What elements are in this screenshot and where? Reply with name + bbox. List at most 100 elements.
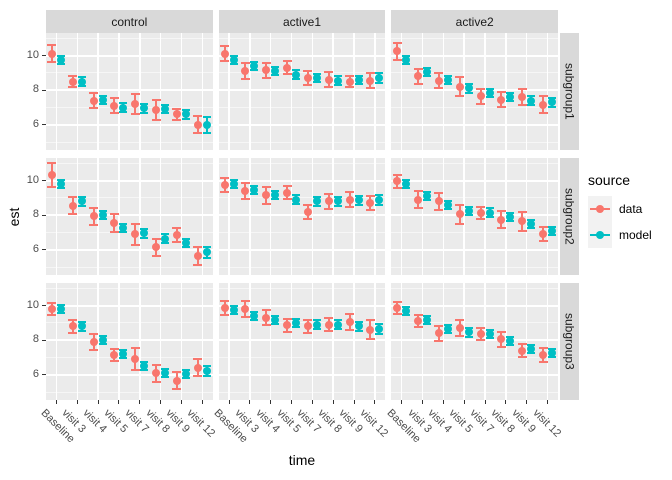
gridline-minor xyxy=(391,107,558,109)
gridline-minor xyxy=(46,232,213,234)
errorbar-cap-bottom-model xyxy=(354,203,363,206)
errorbar-cap-top-model xyxy=(443,323,452,326)
point-data xyxy=(89,96,98,105)
gridline-minor xyxy=(218,141,386,143)
gridline-minor xyxy=(391,287,558,289)
errorbar-cap-bottom-data xyxy=(434,208,444,211)
point-model xyxy=(506,212,515,221)
point-model xyxy=(77,197,86,206)
errorbar-cap-bottom-data xyxy=(68,86,78,89)
errorbar-cap-bottom-data xyxy=(130,243,140,246)
gridline-x xyxy=(76,33,78,150)
gridline-x xyxy=(442,158,445,275)
errorbar-cap-bottom-model xyxy=(423,75,432,78)
errorbar-cap-top-data xyxy=(47,162,57,165)
errorbar-cap-bottom-data xyxy=(151,254,161,257)
legend: source data model xyxy=(588,172,672,248)
point-data xyxy=(47,305,56,313)
errorbar-cap-bottom-data xyxy=(172,118,182,121)
errorbar-cap-bottom-data xyxy=(413,207,423,210)
errorbar-cap-bottom-model xyxy=(98,102,107,105)
errorbar-cap-bottom-model xyxy=(292,202,301,205)
y-axis-title: est xyxy=(6,207,22,227)
y-tick xyxy=(42,339,46,341)
gridline-x xyxy=(374,158,376,275)
errorbar-cap-top-model xyxy=(333,196,342,199)
point-model xyxy=(271,67,280,76)
point-model xyxy=(98,211,107,220)
point-data xyxy=(366,199,375,208)
gridline-x xyxy=(332,283,334,400)
errorbar-cap-bottom-model xyxy=(229,63,238,66)
pointrange-key-model-icon xyxy=(588,222,612,248)
gridline-x xyxy=(139,33,141,150)
gridline-minor xyxy=(391,391,558,393)
panel-control-subgroup3 xyxy=(46,283,213,400)
errorbar-cap-bottom-data xyxy=(261,324,271,327)
point-data xyxy=(324,75,333,84)
gridline-minor xyxy=(218,72,386,74)
gridline-major xyxy=(46,214,213,217)
errorbar-cap-top-model xyxy=(312,72,321,75)
errorbar-cap-bottom-model xyxy=(161,112,170,115)
gridline-x xyxy=(353,283,355,400)
errorbar-cap-top-data xyxy=(496,91,506,94)
errorbar-cap-top-data xyxy=(47,44,57,47)
errorbar-cap-bottom-model xyxy=(548,234,557,236)
errorbar-cap-bottom-model xyxy=(181,246,190,249)
errorbar-cap-top-data xyxy=(109,97,119,100)
errorbar-cap-bottom-model xyxy=(140,111,149,114)
gridline-minor xyxy=(46,391,213,393)
point-data xyxy=(193,363,202,372)
gridline-x xyxy=(374,283,376,400)
point-model xyxy=(375,324,384,333)
gridline-x xyxy=(249,33,251,150)
gridline-x xyxy=(269,33,272,150)
gridline-x xyxy=(159,283,162,400)
errorbar-cap-bottom-data xyxy=(496,106,506,109)
errorbar-cap-bottom-data xyxy=(47,61,57,64)
errorbar-cap-top-model xyxy=(181,368,190,371)
errorbar-cap-bottom-data xyxy=(220,60,230,63)
errorbar-cap-bottom-data xyxy=(261,202,271,205)
gridline-major xyxy=(391,248,558,251)
point-data xyxy=(262,313,271,322)
errorbar-cap-top-model xyxy=(250,60,259,63)
gridline-minor xyxy=(391,72,558,74)
errorbar-cap-bottom-model xyxy=(119,110,128,113)
errorbar-cap-bottom-data xyxy=(455,334,465,337)
gridline-major xyxy=(391,123,558,126)
gridline-x xyxy=(332,158,334,275)
errorbar-cap-top-data xyxy=(89,206,99,209)
errorbar-cap-top-model xyxy=(485,207,494,210)
errorbar-cap-bottom-model xyxy=(333,327,342,330)
point-model xyxy=(506,337,515,346)
point-data xyxy=(455,82,464,91)
errorbar-cap-bottom-model xyxy=(354,83,363,85)
errorbar-cap-bottom-data xyxy=(240,315,250,318)
point-data xyxy=(220,49,229,58)
errorbar-cap-top-model xyxy=(229,304,238,307)
errorbar-cap-top-data xyxy=(455,76,465,79)
y-tick-label: 10 xyxy=(26,48,39,61)
y-tick xyxy=(42,214,46,216)
errorbar-cap-bottom-model xyxy=(506,344,515,347)
point-data xyxy=(172,110,181,119)
errorbar-cap-top-data xyxy=(130,223,140,225)
errorbar-cap-bottom-data xyxy=(392,313,402,316)
point-model xyxy=(292,318,301,327)
errorbar-cap-top-data xyxy=(240,62,250,65)
errorbar-cap-top-data xyxy=(240,300,250,303)
errorbar-cap-bottom-data xyxy=(68,332,78,335)
point-model xyxy=(548,349,557,358)
errorbar-cap-bottom-model xyxy=(77,204,86,207)
point-model xyxy=(527,219,536,228)
gridline-major xyxy=(391,304,558,307)
errorbar-cap-top-data xyxy=(496,210,506,212)
panel-control-subgroup1 xyxy=(46,33,213,150)
errorbar-cap-bottom-data xyxy=(324,86,334,89)
errorbar-cap-top-data xyxy=(476,205,486,208)
point-data xyxy=(262,66,271,75)
gridline-x xyxy=(311,33,314,150)
point-data xyxy=(303,74,312,83)
